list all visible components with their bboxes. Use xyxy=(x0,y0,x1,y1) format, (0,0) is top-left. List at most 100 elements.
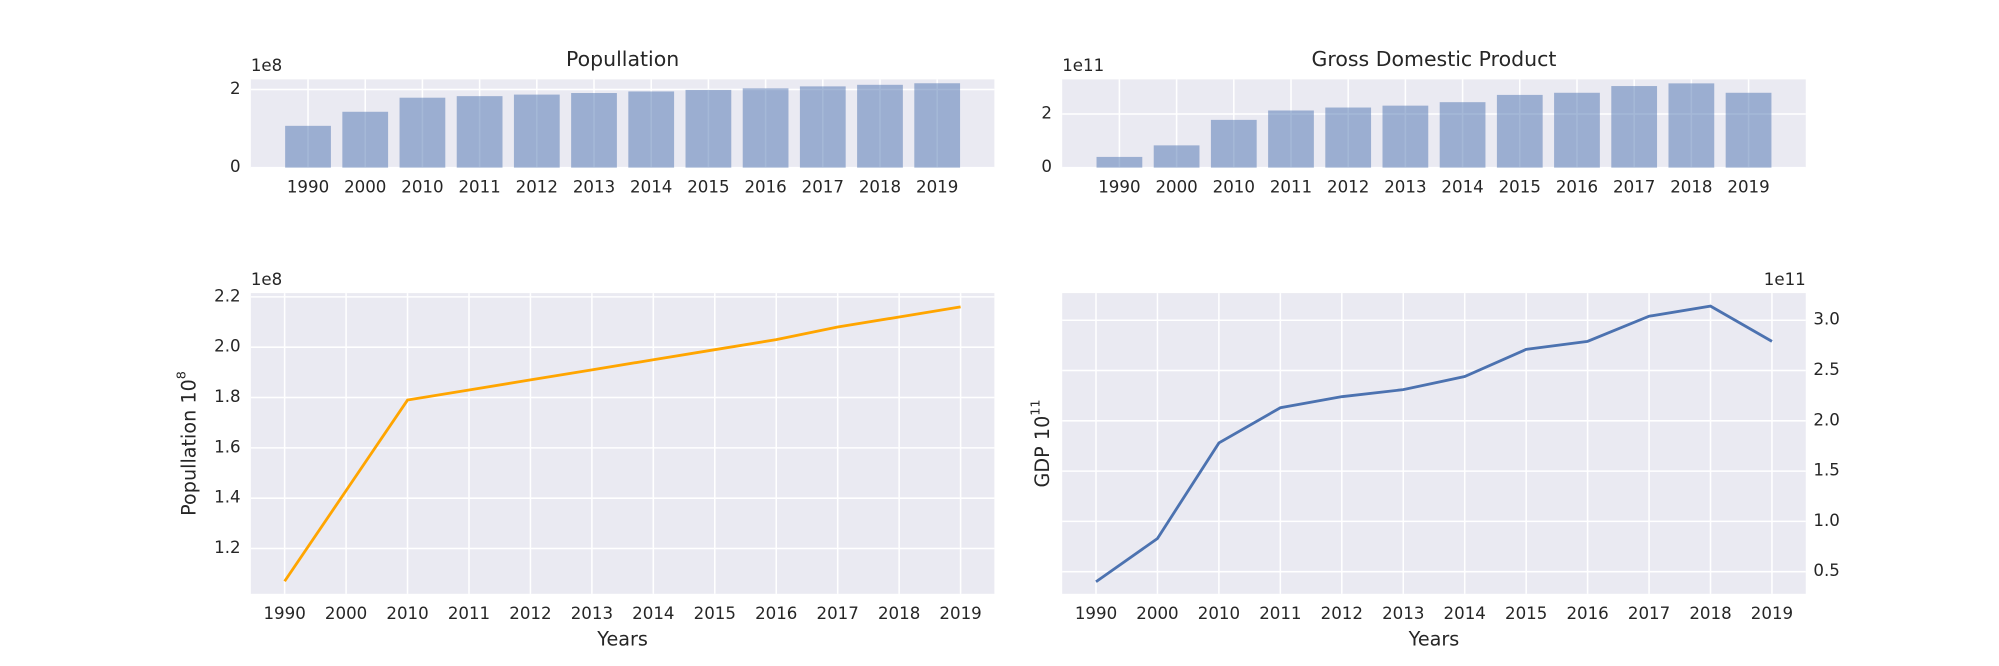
bar xyxy=(342,111,389,168)
bar xyxy=(1096,156,1143,168)
bar xyxy=(799,86,846,168)
y-tick-label: 2.0 xyxy=(1813,410,1839,429)
y-tick-label: 1.8 xyxy=(214,387,240,406)
chart-title: Gross Domestic Product xyxy=(1312,47,1557,71)
x-tick-label: 2012 xyxy=(509,604,551,623)
y-tick-label: 1.2 xyxy=(214,538,240,557)
bar xyxy=(1325,107,1372,168)
y-tick-label: 3.0 xyxy=(1813,310,1839,329)
x-tick-label: 2000 xyxy=(1155,178,1197,197)
x-tick-label: 2018 xyxy=(859,178,901,197)
bar xyxy=(857,84,903,168)
bar xyxy=(399,97,446,168)
x-tick-label: 2016 xyxy=(1566,604,1608,623)
x-tick-label: 2012 xyxy=(1327,178,1369,197)
x-tick-label: 2013 xyxy=(571,604,613,623)
x-tick-label: 2014 xyxy=(630,178,672,197)
x-tick-label: 2011 xyxy=(1270,178,1312,197)
offset-text: 1e8 xyxy=(251,270,282,289)
x-tick-label: 2013 xyxy=(573,178,615,197)
x-tick-label: 2014 xyxy=(1441,178,1483,197)
x-tick-label: 2016 xyxy=(755,604,797,623)
offset-text: 1e11 xyxy=(1764,270,1806,289)
x-tick-label: 2000 xyxy=(325,604,367,623)
bar xyxy=(285,125,331,168)
bar xyxy=(914,83,961,168)
y-tick-label: 0 xyxy=(230,157,241,176)
bar xyxy=(628,91,675,168)
x-tick-label: 1990 xyxy=(263,604,305,623)
x-tick-label: 2013 xyxy=(1384,178,1426,197)
y-tick-label: 2.5 xyxy=(1813,360,1839,379)
x-tick-label: 2014 xyxy=(1444,604,1486,623)
line xyxy=(1095,304,1773,583)
y-tick-label: 2 xyxy=(1041,103,1052,122)
x-tick-label: 2000 xyxy=(344,178,386,197)
y-axis-label-text: GDP 10 xyxy=(1031,416,1054,488)
x-tick-label: 2018 xyxy=(1670,178,1712,197)
plot-background xyxy=(1062,293,1806,594)
offset-text: 1e8 xyxy=(251,56,282,75)
x-tick-label: 2019 xyxy=(916,178,958,197)
x-tick-label: 2015 xyxy=(694,604,736,623)
x-axis-label: Years xyxy=(596,627,648,650)
x-tick-label: 2000 xyxy=(1136,604,1178,623)
y-tick-label: 1.4 xyxy=(214,488,240,507)
bar xyxy=(1611,86,1658,168)
bar xyxy=(1554,92,1600,168)
x-tick-label: 2012 xyxy=(1321,604,1363,623)
y-axis-label-exponent: 11 xyxy=(1028,399,1043,415)
x-tick-label: 2017 xyxy=(1628,604,1670,623)
y-tick-label: 2 xyxy=(230,79,241,98)
x-tick-label: 2015 xyxy=(687,178,729,197)
bar xyxy=(1496,94,1543,168)
x-tick-label: 2017 xyxy=(1613,178,1655,197)
x-tick-label: 1990 xyxy=(1098,178,1140,197)
x-tick-label: 1990 xyxy=(1075,604,1117,623)
x-tick-label: 2018 xyxy=(878,604,920,623)
bar xyxy=(513,94,560,168)
x-tick-label: 2010 xyxy=(401,178,443,197)
bar xyxy=(456,96,503,168)
x-tick-label: 2017 xyxy=(817,604,859,623)
x-tick-label: 2010 xyxy=(386,604,428,623)
x-tick-label: 2012 xyxy=(516,178,558,197)
x-tick-label: 2019 xyxy=(1727,178,1769,197)
x-tick-label: 2010 xyxy=(1198,604,1240,623)
bar xyxy=(571,93,617,168)
y-tick-label: 0.5 xyxy=(1813,561,1839,580)
y-tick-label: 0 xyxy=(1041,157,1052,176)
y-tick-label: 2.2 xyxy=(214,286,240,305)
y-tick-label: 1.0 xyxy=(1813,511,1839,530)
bar xyxy=(742,88,789,168)
bar xyxy=(685,89,732,168)
x-tick-label: 2018 xyxy=(1689,604,1731,623)
y-tick-label: 2.0 xyxy=(214,337,240,356)
line xyxy=(283,305,961,583)
bar xyxy=(1668,83,1715,168)
y-tick-label: 1.5 xyxy=(1813,461,1839,480)
plot-background xyxy=(250,293,995,594)
x-tick-label: 2019 xyxy=(939,604,981,623)
offset-text: 1e11 xyxy=(1062,56,1104,75)
bar xyxy=(1268,110,1314,168)
x-tick-label: 1990 xyxy=(287,178,329,197)
x-tick-label: 2013 xyxy=(1382,604,1424,623)
bar xyxy=(1382,105,1429,168)
x-axis-label: Years xyxy=(1408,627,1460,650)
y-axis-label-text: Popullation 10 xyxy=(177,379,200,516)
x-tick-label: 2011 xyxy=(458,178,500,197)
x-tick-label: 2011 xyxy=(448,604,490,623)
x-tick-label: 2010 xyxy=(1213,178,1255,197)
chart-title: Popullation xyxy=(566,47,679,71)
y-axis-label: Popullation 108 xyxy=(174,371,200,516)
x-tick-label: 2019 xyxy=(1751,604,1793,623)
x-tick-label: 2014 xyxy=(632,604,674,623)
bar xyxy=(1153,145,1200,168)
x-tick-label: 2011 xyxy=(1259,604,1301,623)
bar xyxy=(1439,102,1486,168)
x-tick-label: 2017 xyxy=(802,178,844,197)
y-axis-label-exponent: 8 xyxy=(174,371,189,379)
